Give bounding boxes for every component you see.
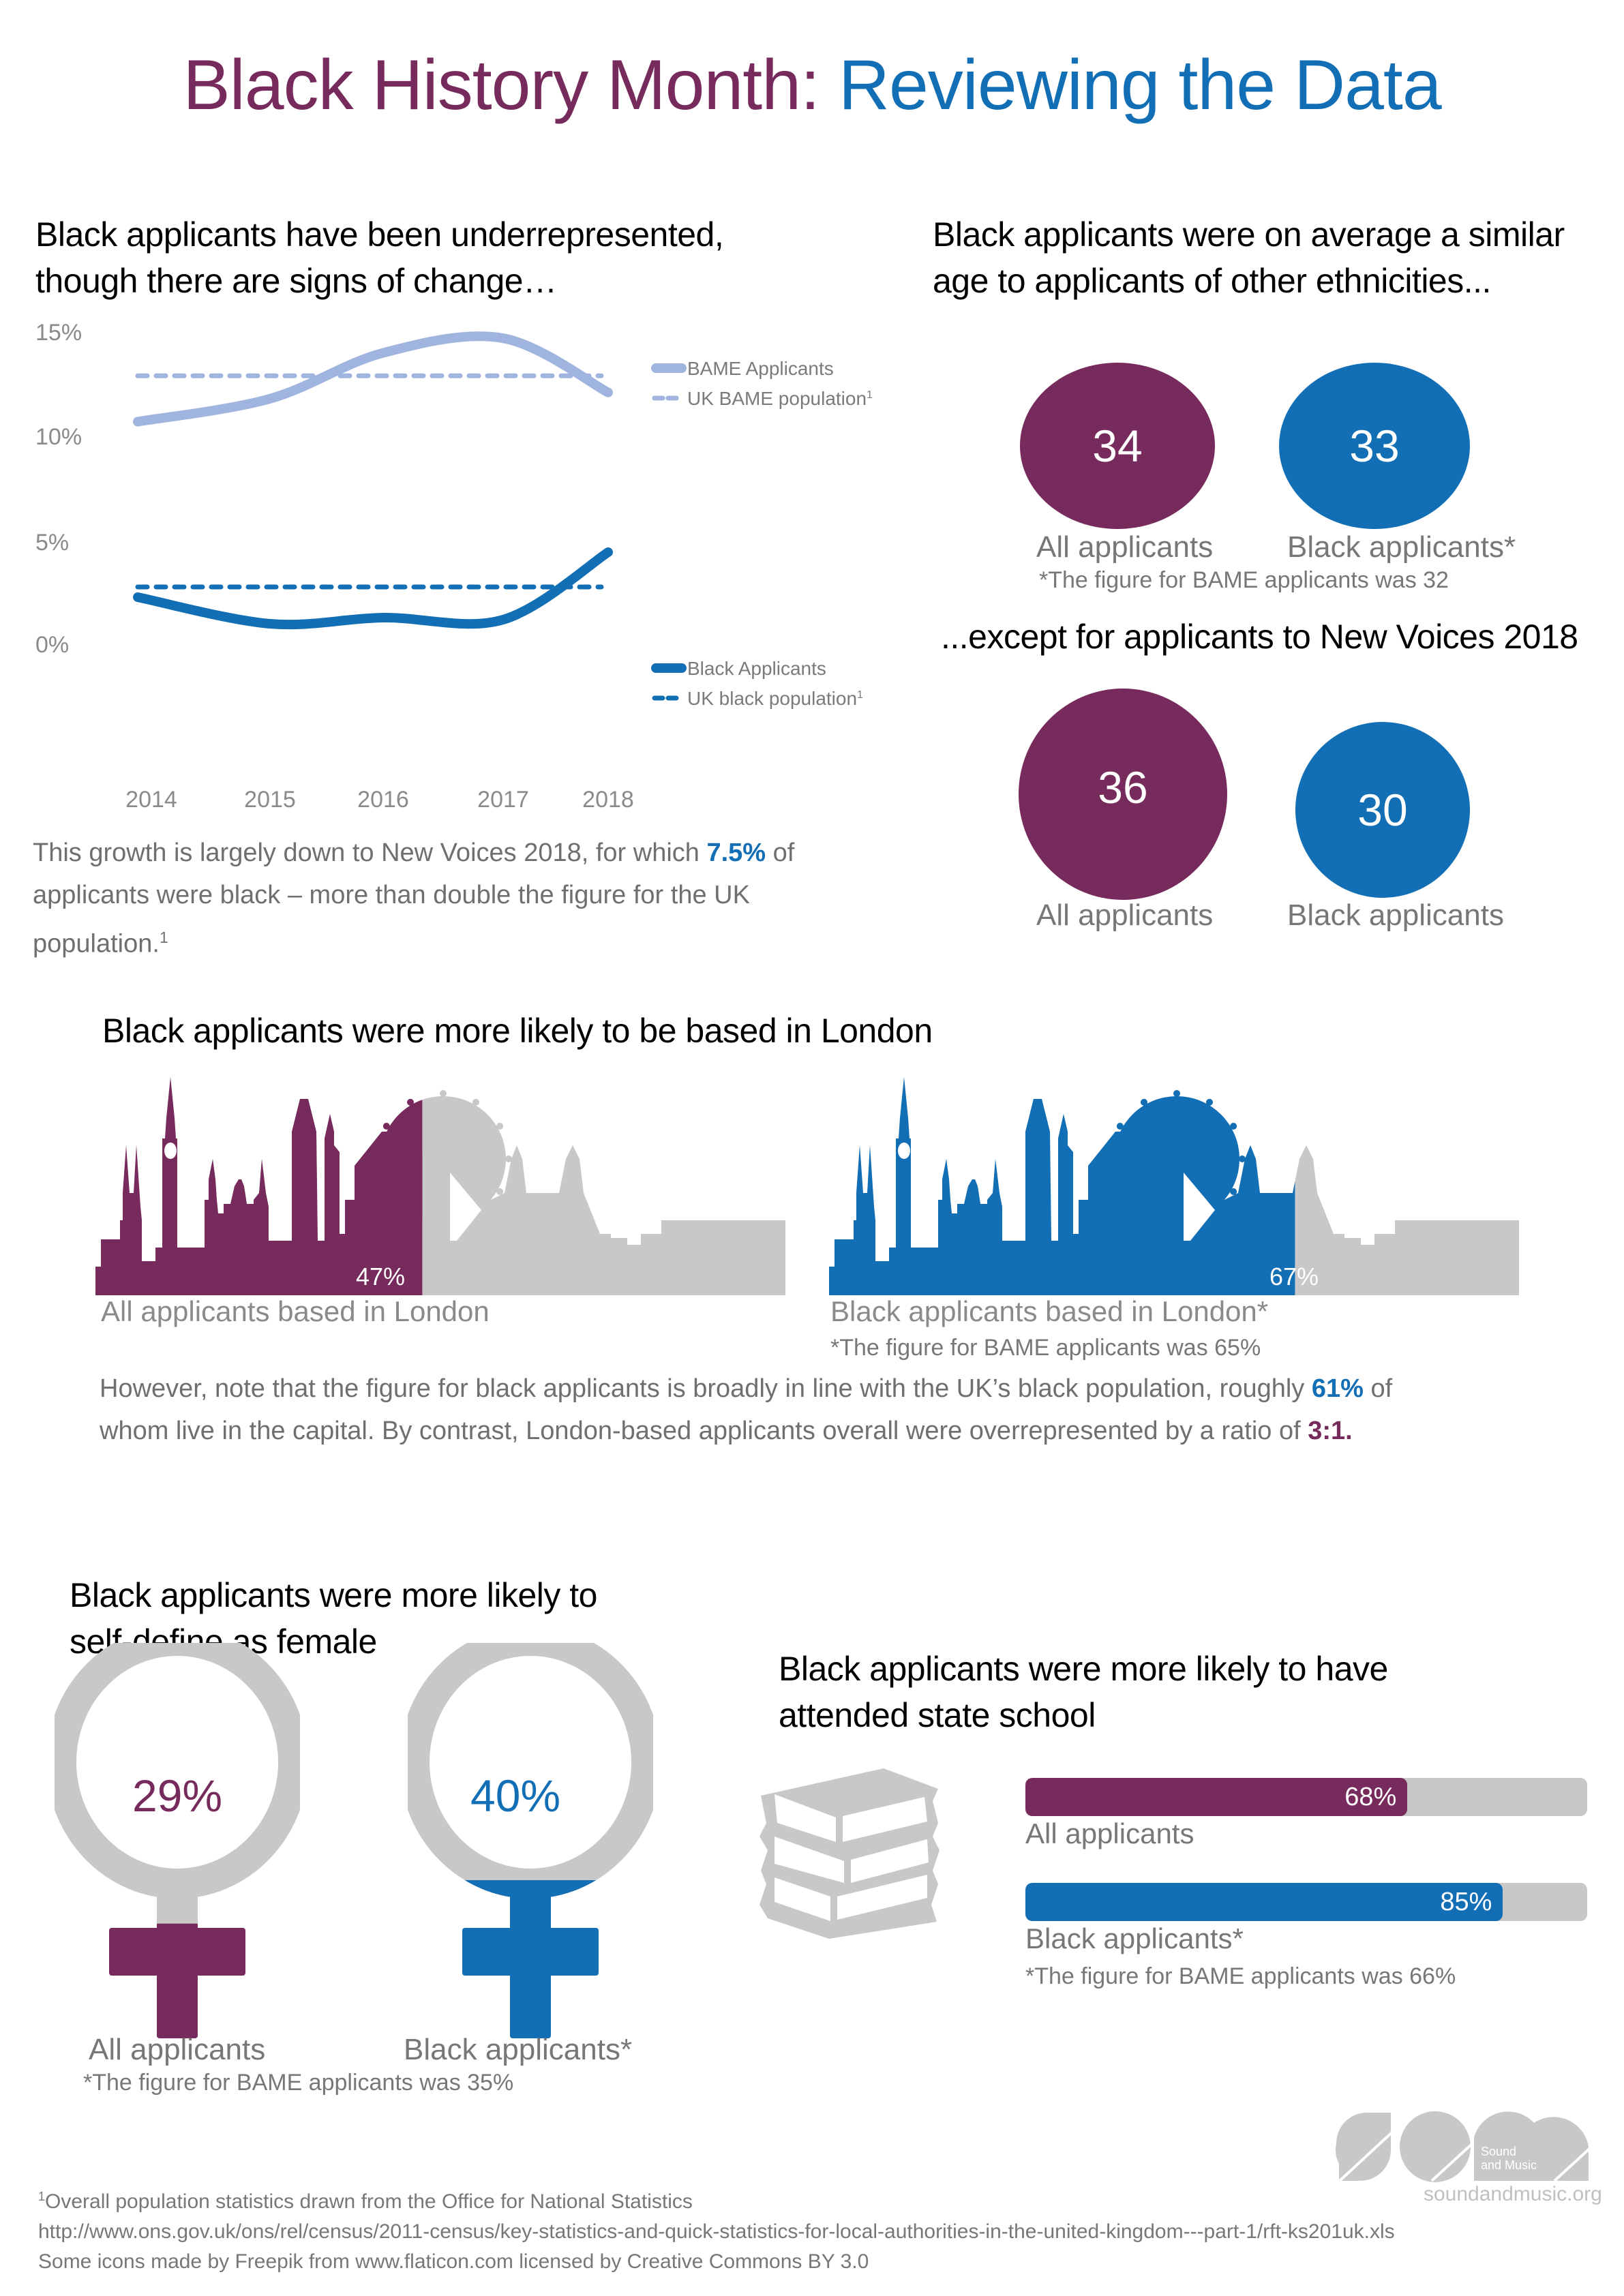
- female-black-value: 40%: [470, 1770, 561, 1821]
- nv-all-label: All applicants: [1036, 898, 1214, 932]
- title-part-1: Black History Month:: [183, 46, 820, 125]
- london-all-percent: 47%: [356, 1263, 406, 1290]
- footnote-ref: 1: [159, 928, 168, 946]
- sound-and-music-logo-icon: Sound and Music: [1336, 2111, 1597, 2182]
- age-black-label: Black applicants*: [1287, 530, 1516, 564]
- london-black-percent: 67%: [1269, 1263, 1319, 1290]
- nv-all-value: 36: [1098, 762, 1148, 813]
- age-heading-line-2: age to applicants of other ethnicities..…: [933, 262, 1491, 300]
- female-all-label: All applicants: [89, 2033, 266, 2066]
- legend-sup: 1: [857, 689, 863, 701]
- logo-text-sound: Sound: [1481, 2145, 1516, 2158]
- age-all-circle: 34: [1020, 363, 1215, 529]
- london-heading: Black applicants were more likely to be …: [102, 1012, 933, 1050]
- footer-source-url[interactable]: http://www.ons.gov.uk/ons/rel/census/201…: [38, 2220, 1395, 2243]
- school-all-bar-fill: 68%: [1025, 1778, 1408, 1816]
- school-all-bar: 68%: [1025, 1778, 1587, 1816]
- skyline-filled-portion: [829, 1077, 1295, 1295]
- female-note: *The figure for BAME applicants was 35%: [83, 2070, 514, 2096]
- age-black-value: 33: [1349, 421, 1400, 471]
- footer: 1Overall population statistics drawn fro…: [38, 2181, 1395, 2277]
- female-all-value: 29%: [132, 1770, 223, 1821]
- nv-black-label: Black applicants: [1287, 898, 1504, 932]
- age-black-circle: 33: [1279, 363, 1470, 529]
- school-note: *The figure for BAME applicants was 66%: [1025, 1963, 1456, 1989]
- london-skyline-black: [829, 1077, 1519, 1295]
- y-tick-label: 0%: [35, 632, 69, 658]
- y-tick-label: 10%: [35, 424, 82, 450]
- female-heading-line-1: Black applicants were more likely to: [70, 1576, 598, 1614]
- legend-label: UK BAME population1: [687, 388, 873, 409]
- trend-heading-line-2: though there are signs of change…: [35, 262, 557, 300]
- nv-all-circle: 36: [1019, 689, 1227, 900]
- x-tick-label: 2015: [244, 787, 296, 813]
- london-body-end: .: [1345, 1417, 1353, 1445]
- x-tick-label: 2017: [477, 787, 529, 813]
- footer-sup: 1: [38, 2190, 46, 2203]
- london-all-label: All applicants based in London: [101, 1295, 490, 1327]
- logo-url: soundandmusic.org: [1424, 2183, 1602, 2205]
- london-black-label: Black applicants based in London*: [830, 1295, 1269, 1327]
- school-black-bar-fill: 85%: [1025, 1883, 1503, 1921]
- school-black-bar: 85%: [1025, 1883, 1587, 1921]
- london-body-text-1: However, note that the figure for black …: [100, 1374, 1305, 1403]
- school-all-label: All applicants: [1025, 1817, 1194, 1849]
- london-skyline-all: [95, 1077, 785, 1295]
- school-black-value: 85%: [1440, 1887, 1492, 1916]
- y-tick-label: 5%: [35, 530, 69, 556]
- london-body: However, note that the figure for black …: [100, 1368, 1456, 1452]
- female-symbol-black-icon: [408, 1643, 653, 2038]
- school-heading-line-2: attended state school: [779, 1696, 1096, 1734]
- skyline-filled-portion: [95, 1077, 423, 1295]
- female-symbol-fill: [462, 1880, 599, 2038]
- legend-label: Black Applicants: [687, 658, 826, 679]
- female-symbol-fill: [109, 1923, 245, 2038]
- clock-face: [164, 1143, 177, 1159]
- legend-label: BAME Applicants: [687, 358, 834, 379]
- age-note: *The figure for BAME applicants was 32: [1039, 567, 1449, 593]
- x-tick-label: 2018: [582, 787, 634, 813]
- school-all-value: 68%: [1344, 1782, 1397, 1811]
- legend-label: UK black population1: [687, 688, 863, 709]
- series-line-black-applicants: [133, 547, 613, 630]
- title-part-2: Reviewing the Data: [838, 46, 1442, 125]
- trend-heading: Black applicants have been underrepresen…: [35, 211, 724, 304]
- school-black-label: Black applicants*: [1025, 1922, 1244, 1954]
- footer-line-1-text: Overall population statistics drawn from…: [45, 2190, 693, 2213]
- footer-line-1: 1Overall population statistics drawn fro…: [38, 2181, 1395, 2217]
- books-icon: [760, 1768, 939, 1939]
- female-black-label: Black applicants*: [404, 2033, 633, 2066]
- age-heading-line-1: Black applicants were on average a simil…: [933, 215, 1565, 254]
- logo-text-and-music: and Music: [1481, 2158, 1537, 2172]
- trend-heading-line-1: Black applicants have been underrepresen…: [35, 215, 724, 254]
- trend-body-text-2: of applicants were black – more than dou…: [33, 839, 795, 958]
- school-heading: Black applicants were more likely to hav…: [779, 1646, 1388, 1738]
- london-note: *The figure for BAME applicants was 65%: [830, 1335, 1261, 1361]
- trend-body-text-1: This growth is largely down to New Voice…: [33, 839, 700, 867]
- x-tick-label: 2016: [357, 787, 409, 813]
- female-symbol-all-icon: [55, 1643, 300, 2038]
- legend-sup: 1: [867, 389, 873, 401]
- x-tick-label: 2014: [125, 787, 177, 813]
- school-heading-line-1: Black applicants were more likely to hav…: [779, 1650, 1388, 1688]
- new-voices-heading: ...except for applicants to New Voices 2…: [941, 618, 1578, 656]
- footer-attribution: Some icons made by Freepik from www.flat…: [38, 2250, 869, 2273]
- age-heading: Black applicants were on average a simil…: [933, 211, 1565, 304]
- trend-body: This growth is largely down to New Voice…: [33, 832, 892, 965]
- nv-black-circle: 30: [1295, 722, 1470, 898]
- clock-face: [898, 1143, 910, 1159]
- nv-black-value: 30: [1357, 785, 1408, 835]
- age-all-value: 34: [1092, 421, 1143, 471]
- female-heading: Black applicants were more likely to sel…: [70, 1572, 598, 1665]
- age-all-label: All applicants: [1036, 530, 1214, 564]
- y-tick-label: 15%: [35, 320, 82, 346]
- london-highlight-61: 61%: [1311, 1374, 1364, 1403]
- london-highlight-ratio: 3:1: [1308, 1417, 1346, 1445]
- page-title: Black History Month: Reviewing the Data: [0, 41, 1624, 130]
- london-body-text-2: of whom live in the capital. By contrast…: [100, 1374, 1393, 1445]
- series-line-bame-applicants: [133, 331, 613, 427]
- trend-highlight-percent: 7.5%: [706, 839, 766, 867]
